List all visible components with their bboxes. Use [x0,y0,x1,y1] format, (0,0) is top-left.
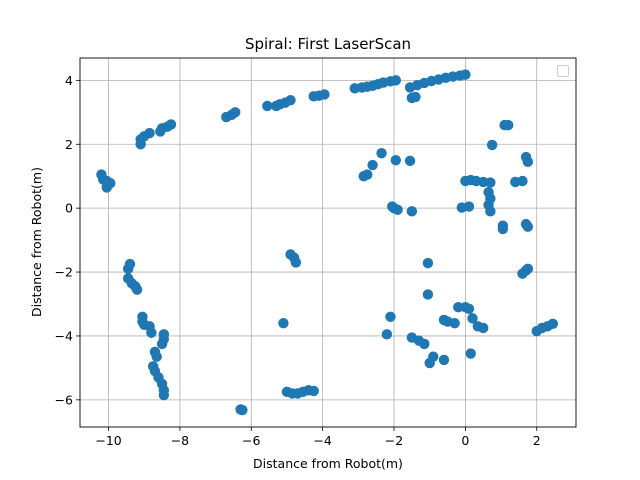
scan-point [449,317,460,329]
plot-frame [79,57,577,428]
scan-point [522,221,534,232]
scan-point [453,301,464,313]
y-tick-label: 2 [65,137,73,152]
scan-point [131,284,143,295]
chart-title: Spiral: First LaserScan [245,35,411,53]
scan-point [278,317,289,329]
scan-point [156,338,168,350]
scan-point [146,327,157,338]
scan-point [101,182,112,193]
x-tick-label: −4 [313,433,331,448]
x-tick-label: 2 [533,433,541,448]
scan-point [158,389,170,401]
scan-point [419,338,430,350]
scan-point [467,313,478,324]
scan-point [308,385,319,397]
scan-point [410,91,421,103]
data-points [96,69,559,416]
y-tick-label: 0 [65,201,73,216]
scan-point [463,201,475,212]
legend-box [557,65,569,77]
scan-point [385,311,396,322]
scan-point [376,148,387,159]
scan-point [237,404,248,416]
scan-point [151,351,162,362]
scan-point [262,100,273,112]
y-tick-label: −2 [55,265,73,280]
scan-point [285,94,296,106]
scan-point [404,155,416,167]
y-tick-label: −4 [55,328,73,343]
x-tick-label: 0 [461,433,469,448]
scan-point [547,318,559,330]
scan-point [390,75,401,86]
scan-point [463,303,475,314]
scan-point [319,89,330,100]
scan-point [522,156,534,168]
scan-point [424,357,435,369]
x-tick-label: −10 [95,433,121,448]
scan-point [392,204,403,215]
scan-point [381,329,393,340]
y-axis-label: Distance from Robot(m) [29,167,44,317]
scan-point [367,159,378,171]
x-tick-label: −2 [385,433,403,448]
scan-point [422,257,434,269]
scan-point [478,322,489,334]
scan-point [497,223,509,235]
scan-point [485,177,496,188]
scan-point [406,206,418,217]
plot-area [80,58,576,427]
y-tick-label: −6 [55,392,73,407]
scan-point [503,119,514,131]
axis-ticks: −10 −8 −6 −4 −2 0 2 −6 −4 −2 0 2 4 [55,73,541,448]
x-tick-label: −8 [171,433,189,448]
scan-point [390,155,401,166]
scan-point [460,69,471,80]
scan-point [522,263,534,275]
x-tick-label: −6 [242,433,260,448]
scan-point [486,139,498,151]
scan-point [124,258,136,270]
scan-point [510,176,521,188]
y-tick-label: 4 [65,73,73,88]
scan-point [230,107,241,118]
scan-point [290,257,302,268]
scan-point [362,169,373,180]
scan-point [438,354,450,366]
scan-point [485,206,496,217]
scan-point [465,348,476,359]
scan-point [165,119,177,130]
scan-point [144,127,155,139]
scan-point [422,289,434,300]
x-axis-label: Distance from Robot(m) [253,456,403,471]
